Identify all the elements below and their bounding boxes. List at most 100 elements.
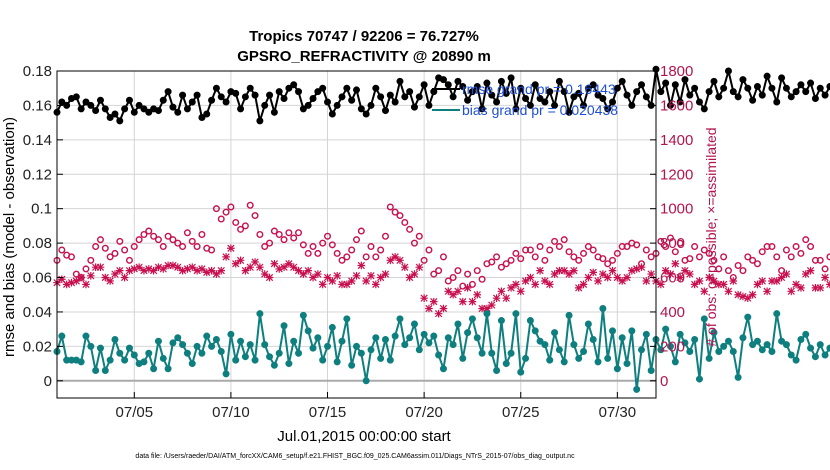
rmse-point [87,101,95,109]
bias-point [251,356,259,364]
possible-obs-point [575,256,583,264]
possible-obs-point [251,212,259,220]
rmse-point [710,77,718,85]
assimilated-obs-point [497,287,506,296]
possible-obs-point [372,253,380,261]
assimilated-obs-point [739,292,747,301]
assimilated-obs-point [599,270,607,278]
rmse-point [343,84,351,92]
possible-obs-point [381,232,389,240]
rmse-point [96,96,104,104]
assimilated-obs-point [753,280,762,289]
rmse-point [584,84,592,92]
rmse-point [324,98,332,106]
assimilated-obs-point [275,265,284,273]
assimilated-obs-point [787,287,796,296]
assimilated-obs-point [289,263,298,271]
rmse-point [526,101,534,109]
rmse-point [357,105,365,113]
rmse-point [502,89,510,97]
rmse-point [676,98,684,106]
possible-obs-point [676,239,684,247]
rmse-point [671,81,679,89]
bias-point [454,320,462,328]
rmse-point [560,88,568,96]
assimilated-obs-point [415,263,424,271]
rmse-point [705,88,713,96]
assimilated-obs-point [429,297,438,306]
possible-obs-point [705,249,713,257]
rmse-point [401,93,409,101]
possible-obs-point [328,241,336,249]
assimilated-obs-point [82,280,90,289]
possible-obs-point [599,255,607,263]
bias-point [415,346,423,354]
rmse-point [642,93,650,101]
bias-point [782,341,790,349]
y-tick-label: 0 [44,373,52,390]
assimilated-obs-point [304,266,312,275]
bias-point [638,346,646,354]
assimilated-obs-point [801,270,810,278]
assimilated-obs-point [705,273,713,282]
assimilated-obs-point [763,287,771,296]
rmse-point [309,95,317,103]
rmse-point [261,101,269,109]
bias-point [266,353,274,361]
x-axis-label: Jul.01,2015 00:00:00 start [277,428,451,445]
assimilated-obs-point [362,277,370,285]
possible-obs-point [169,236,177,244]
assimilated-obs-point [512,280,520,289]
possible-obs-point [647,253,655,261]
assimilated-obs-point [135,263,143,271]
bias-point [758,346,766,354]
possible-obs-point [464,270,472,278]
rmse-point [237,105,245,113]
possible-obs-point [613,249,621,257]
possible-obs-point [488,258,496,266]
possible-obs-point [67,253,75,261]
rmse-point [657,88,665,96]
rmse-point [159,96,167,104]
rmse-point [241,93,249,101]
bias-point [227,330,235,338]
possible-obs-point [362,253,370,261]
bias-point [125,344,133,352]
assimilated-obs-point [338,280,346,289]
rmse-point [473,82,481,90]
possible-obs-point [290,234,298,242]
bias-point [198,349,206,357]
assimilated-obs-point [487,301,496,309]
assimilated-obs-point [347,277,356,285]
possible-obs-point [802,236,810,244]
possible-obs-point [396,212,404,220]
bias-point [700,315,708,323]
y-tick-label: 0.14 [23,132,52,149]
possible-obs-point [164,232,172,240]
bias-point [618,334,626,342]
assimilated-obs-point [628,266,636,275]
assimilated-obs-point [410,270,419,278]
assimilated-obs-point [811,284,820,292]
bias-point [705,354,713,362]
assimilated-obs-point [144,265,153,273]
assimilated-obs-point [603,273,612,282]
rmse-point [295,88,303,96]
bias-point [439,365,447,373]
possible-obs-point [454,267,462,275]
bias-point [807,344,815,352]
possible-obs-point [406,225,414,233]
bias-point [739,334,747,342]
possible-obs-point [386,203,394,211]
bias-point [280,322,288,330]
legend-bias: bias grand pr = 0.020438 [462,102,618,118]
possible-obs-point [150,232,158,240]
y2-tick-label: 1600 [660,97,693,114]
possible-obs-point [526,246,534,254]
assimilated-obs-point [531,280,540,289]
bias-point [290,337,298,345]
assimilated-obs-point [700,287,709,296]
assimilated-obs-point [217,266,226,275]
bias-point [96,344,104,352]
assimilated-obs-point [637,263,646,271]
